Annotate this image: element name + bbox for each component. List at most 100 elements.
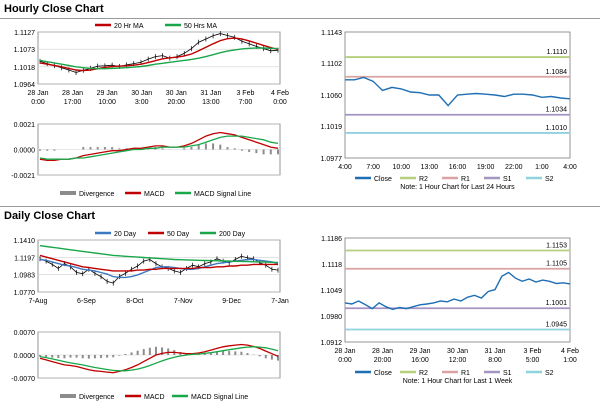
hourly-price-xtick-2-date: 29 Jan <box>97 90 118 97</box>
daily-pivot-level-label-S1: 1.1001 <box>546 300 568 307</box>
daily-pivot-note: Note: 1 Hour Chart for Last 1 Week <box>403 378 513 385</box>
hourly-pivot-ytick-3: 1.1019 <box>321 124 343 131</box>
hourly-price-xtick-6-time: 7:00 <box>239 99 253 106</box>
daily-price-ma-line-3 <box>39 245 279 264</box>
daily-macd-macd-line <box>39 343 279 374</box>
hourly-pivot-xtick-7: 1:00 <box>535 164 549 171</box>
hourly-price-xtick-1-time: 17:00 <box>64 99 82 106</box>
hourly-price-ytick-3: 1.0964 <box>14 82 36 89</box>
daily-price-legend-1-label: 50 Day <box>167 231 190 238</box>
hourly-macd-legend-1-label: MACD <box>144 191 165 198</box>
hourly-pivot-xtick-4: 16:00 <box>449 164 467 171</box>
hourly-price-xtick-0-date: 28 Jan <box>27 90 48 97</box>
daily-pivot-xtick-1-time: 20:00 <box>374 357 392 364</box>
daily-price-close-line <box>39 255 279 284</box>
daily-pivot-level-label-S2: 1.0945 <box>546 321 568 328</box>
hourly-macd-ytick-1: 0.0000 <box>14 148 36 155</box>
hourly-price-ytick-2: 1.1018 <box>14 65 36 72</box>
hourly-price-xtick-6-date: 3 Feb <box>236 90 254 97</box>
daily-price-xtick-4: 9-Dec <box>222 298 241 305</box>
hourly-price-legend-0-label: 20 Hr MA <box>114 23 144 30</box>
hourly-pivot-level-label-S2: 1.1010 <box>546 125 568 132</box>
daily-macd-ytick-0: 0.0070 <box>14 330 36 337</box>
daily-pivot-xtick-4-time: 8:00 <box>488 357 502 364</box>
hourly-price-xtick-7-date: 4 Feb <box>271 90 289 97</box>
hourly-price-legend-1-label: 50 Hrs MA <box>184 23 217 30</box>
hourly-macd-chart: 0.0021 0.0000 -0.0021 Divergence MACD MACD Si… <box>11 122 281 198</box>
daily-section-title: Daily Close Chart <box>4 210 96 222</box>
hourly-price-chart: 20 Hr MA 50 Hrs MA 1.1127 1.1073 1.1018 1.096… <box>14 23 289 106</box>
daily-macd-legend-1-label: MACD <box>144 394 165 401</box>
hourly-price-xtick-3-time: 3:00 <box>135 99 149 106</box>
daily-pivot-xtick-3-date: 30 Jan <box>447 348 468 355</box>
daily-price-ma-line-2 <box>39 254 278 272</box>
daily-macd-legend-2-label: MACD Signal Line <box>191 394 248 401</box>
hourly-price-close-line <box>39 33 279 73</box>
hourly-pivot-plot-area <box>344 31 571 159</box>
hourly-price-xtick-5-time: 13:00 <box>202 99 220 106</box>
hourly-price-ma-line-2 <box>39 47 279 70</box>
daily-pivot-legend-0-label: Close <box>374 370 392 377</box>
hourly-price-ma-line-1 <box>39 37 279 72</box>
daily-price-legend-0-label: 20 Day <box>114 231 137 238</box>
daily-price-ytick-2: 1.0983 <box>14 273 36 280</box>
daily-price-xtick-5: 7-Jan <box>271 298 289 305</box>
hourly-pivot-level-label-R1: 1.1084 <box>546 69 568 76</box>
hourly-macd-legend-2-label: MACD Signal Line <box>194 191 251 198</box>
hourly-pivot-ytick-2: 1.1060 <box>321 93 343 100</box>
hourly-macd-legend-0-label: Divergence <box>79 191 115 198</box>
daily-price-legend-2-label: 200 Day <box>219 231 246 238</box>
daily-pivot-legend-2-label: R1 <box>461 370 470 377</box>
daily-pivot-xtick-2-date: 29 Jan <box>409 348 430 355</box>
daily-price-plot-area <box>37 239 281 293</box>
hourly-price-ytick-1: 1.1073 <box>14 47 36 54</box>
hourly-macd-signal-line <box>39 135 279 160</box>
hourly-pivot-close-line <box>345 76 571 107</box>
daily-pivot-level-label-R2: 1.1153 <box>546 243 567 250</box>
daily-pivot-xtick-2-time: 16:00 <box>411 357 429 364</box>
hourly-price-xtick-0-time: 0:00 <box>31 99 45 106</box>
hourly-title-divider <box>0 18 600 19</box>
section-divider <box>0 206 600 207</box>
hourly-pivot-chart: 1.1143 1.1102 1.1060 1.1019 1.0977 1.1110 1.10… <box>321 30 577 191</box>
daily-pivot-level-label-R1: 1.1105 <box>546 261 567 268</box>
daily-price-xtick-3: 7-Nov <box>174 298 193 305</box>
daily-pivot-ytick-3: 1.0980 <box>321 314 343 321</box>
hourly-pivot-xtick-8: 4:00 <box>563 164 577 171</box>
daily-price-chart: 20 Day 50 Day 200 Day 1.1410 1.1197 1.0983 1.0… <box>14 231 289 305</box>
hourly-pivot-xtick-3: 13:00 <box>421 164 439 171</box>
daily-pivot-xtick-3-time: 12:00 <box>449 357 467 364</box>
daily-price-xtick-2: 8-Oct <box>126 298 143 305</box>
daily-pivot-legend-3-label: S1 <box>503 370 512 377</box>
hourly-pivot-legend-2-label: R1 <box>461 176 470 183</box>
hourly-pivot-legend-3-label: S1 <box>503 176 512 183</box>
daily-pivot-chart: 1.1186 1.1118 1.1049 1.0980 1.0912 1.1153 1.11… <box>321 236 579 385</box>
daily-pivot-xtick-0-time: 0:00 <box>338 357 352 364</box>
hourly-price-xtick-3-date: 30 Jan <box>131 90 152 97</box>
daily-price-xtick-0: 7-Aug <box>29 298 48 305</box>
hourly-price-xtick-4-time: 20:00 <box>168 99 186 106</box>
daily-pivot-ytick-4: 1.0912 <box>321 340 343 347</box>
hourly-macd-ytick-2: -0.0021 <box>11 173 35 180</box>
daily-pivot-xtick-1-date: 28 Jan <box>372 348 393 355</box>
daily-pivot-legend-4-label: S2 <box>545 370 554 377</box>
daily-macd-ytick-1: 0.0000 <box>14 353 36 360</box>
daily-pivot-ytick-2: 1.1049 <box>321 288 343 295</box>
daily-pivot-legend-1-label: R2 <box>419 370 428 377</box>
hourly-pivot-legend-4-label: S2 <box>545 176 554 183</box>
daily-pivot-ytick-1: 1.1118 <box>322 262 342 269</box>
hourly-macd-ytick-0: 0.0021 <box>14 122 36 129</box>
hourly-pivot-legend-0-label: Close <box>374 176 392 183</box>
hourly-pivot-level-label-R2: 1.1110 <box>547 49 567 56</box>
hourly-pivot-ytick-0: 1.1143 <box>321 30 342 37</box>
daily-macd-signal-line <box>39 346 279 372</box>
hourly-price-xtick-1-date: 28 Jan <box>62 90 83 97</box>
daily-pivot-xtick-5-date: 3 Feb <box>524 348 542 355</box>
hourly-pivot-xtick-6: 22:00 <box>505 164 523 171</box>
daily-pivot-xtick-0-date: 28 Jan <box>334 348 355 355</box>
daily-macd-chart: 0.0070 0.0000 -0.0070 Divergence MACD MACD Si… <box>11 330 281 401</box>
daily-pivot-xtick-6-time: 1:00 <box>563 357 577 364</box>
daily-price-ytick-0: 1.1410 <box>14 238 36 245</box>
daily-macd-ytick-2: -0.0070 <box>11 376 35 383</box>
hourly-pivot-ytick-4: 1.0977 <box>321 156 343 163</box>
